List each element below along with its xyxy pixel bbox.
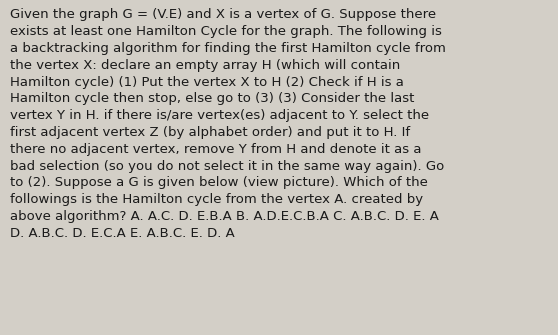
Text: Given the graph G = (V.E) and X is a vertex of G. Suppose there
exists at least : Given the graph G = (V.E) and X is a ver… xyxy=(10,8,446,240)
